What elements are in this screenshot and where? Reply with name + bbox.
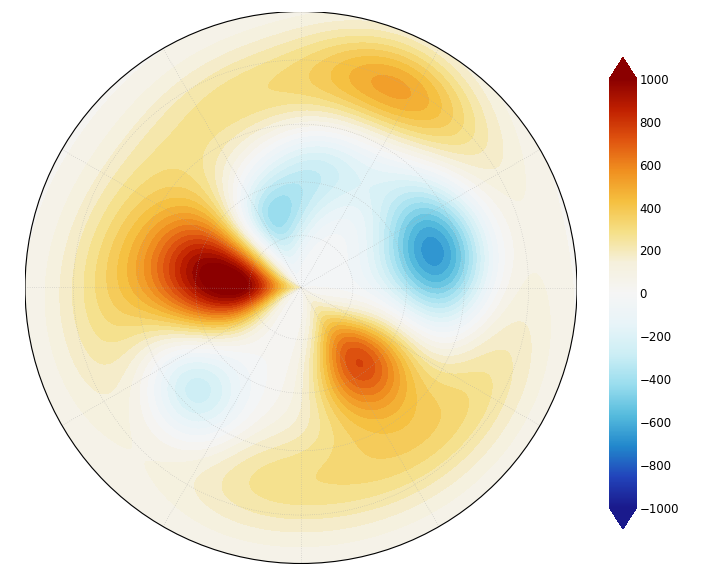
PathPatch shape xyxy=(609,58,637,79)
Point xyxy=(296,283,307,292)
Point xyxy=(296,283,307,292)
Point xyxy=(296,283,307,292)
Point xyxy=(296,283,307,292)
Point xyxy=(296,283,307,292)
Point xyxy=(296,283,307,292)
Point xyxy=(296,283,307,292)
Point xyxy=(296,283,307,292)
Point xyxy=(296,283,307,292)
Point xyxy=(296,283,307,292)
Point xyxy=(296,283,307,292)
Point xyxy=(296,283,307,292)
Point xyxy=(296,283,307,292)
Point xyxy=(296,283,307,292)
Point xyxy=(296,283,307,292)
Point xyxy=(296,283,307,292)
Point xyxy=(296,283,307,292)
Point xyxy=(296,283,307,292)
Point xyxy=(296,283,307,292)
Point xyxy=(296,283,307,292)
Point xyxy=(296,283,307,292)
Point xyxy=(296,283,307,292)
Point xyxy=(296,283,307,292)
PathPatch shape xyxy=(609,508,637,529)
Point xyxy=(296,283,307,292)
Point xyxy=(296,283,307,292)
Point xyxy=(296,283,307,292)
Point xyxy=(296,283,307,292)
Point xyxy=(296,283,307,292)
Point xyxy=(296,283,307,292)
Point xyxy=(296,283,307,292)
Point xyxy=(296,283,307,292)
Point xyxy=(296,283,307,292)
Point xyxy=(296,283,307,292)
Point xyxy=(296,283,307,292)
Point xyxy=(296,283,307,292)
Point xyxy=(296,283,307,292)
Point xyxy=(296,283,307,292)
Circle shape xyxy=(25,12,577,564)
Point xyxy=(296,283,307,292)
Point xyxy=(296,283,307,292)
Point xyxy=(296,283,307,292)
Point xyxy=(296,283,307,292)
Point xyxy=(296,283,307,292)
